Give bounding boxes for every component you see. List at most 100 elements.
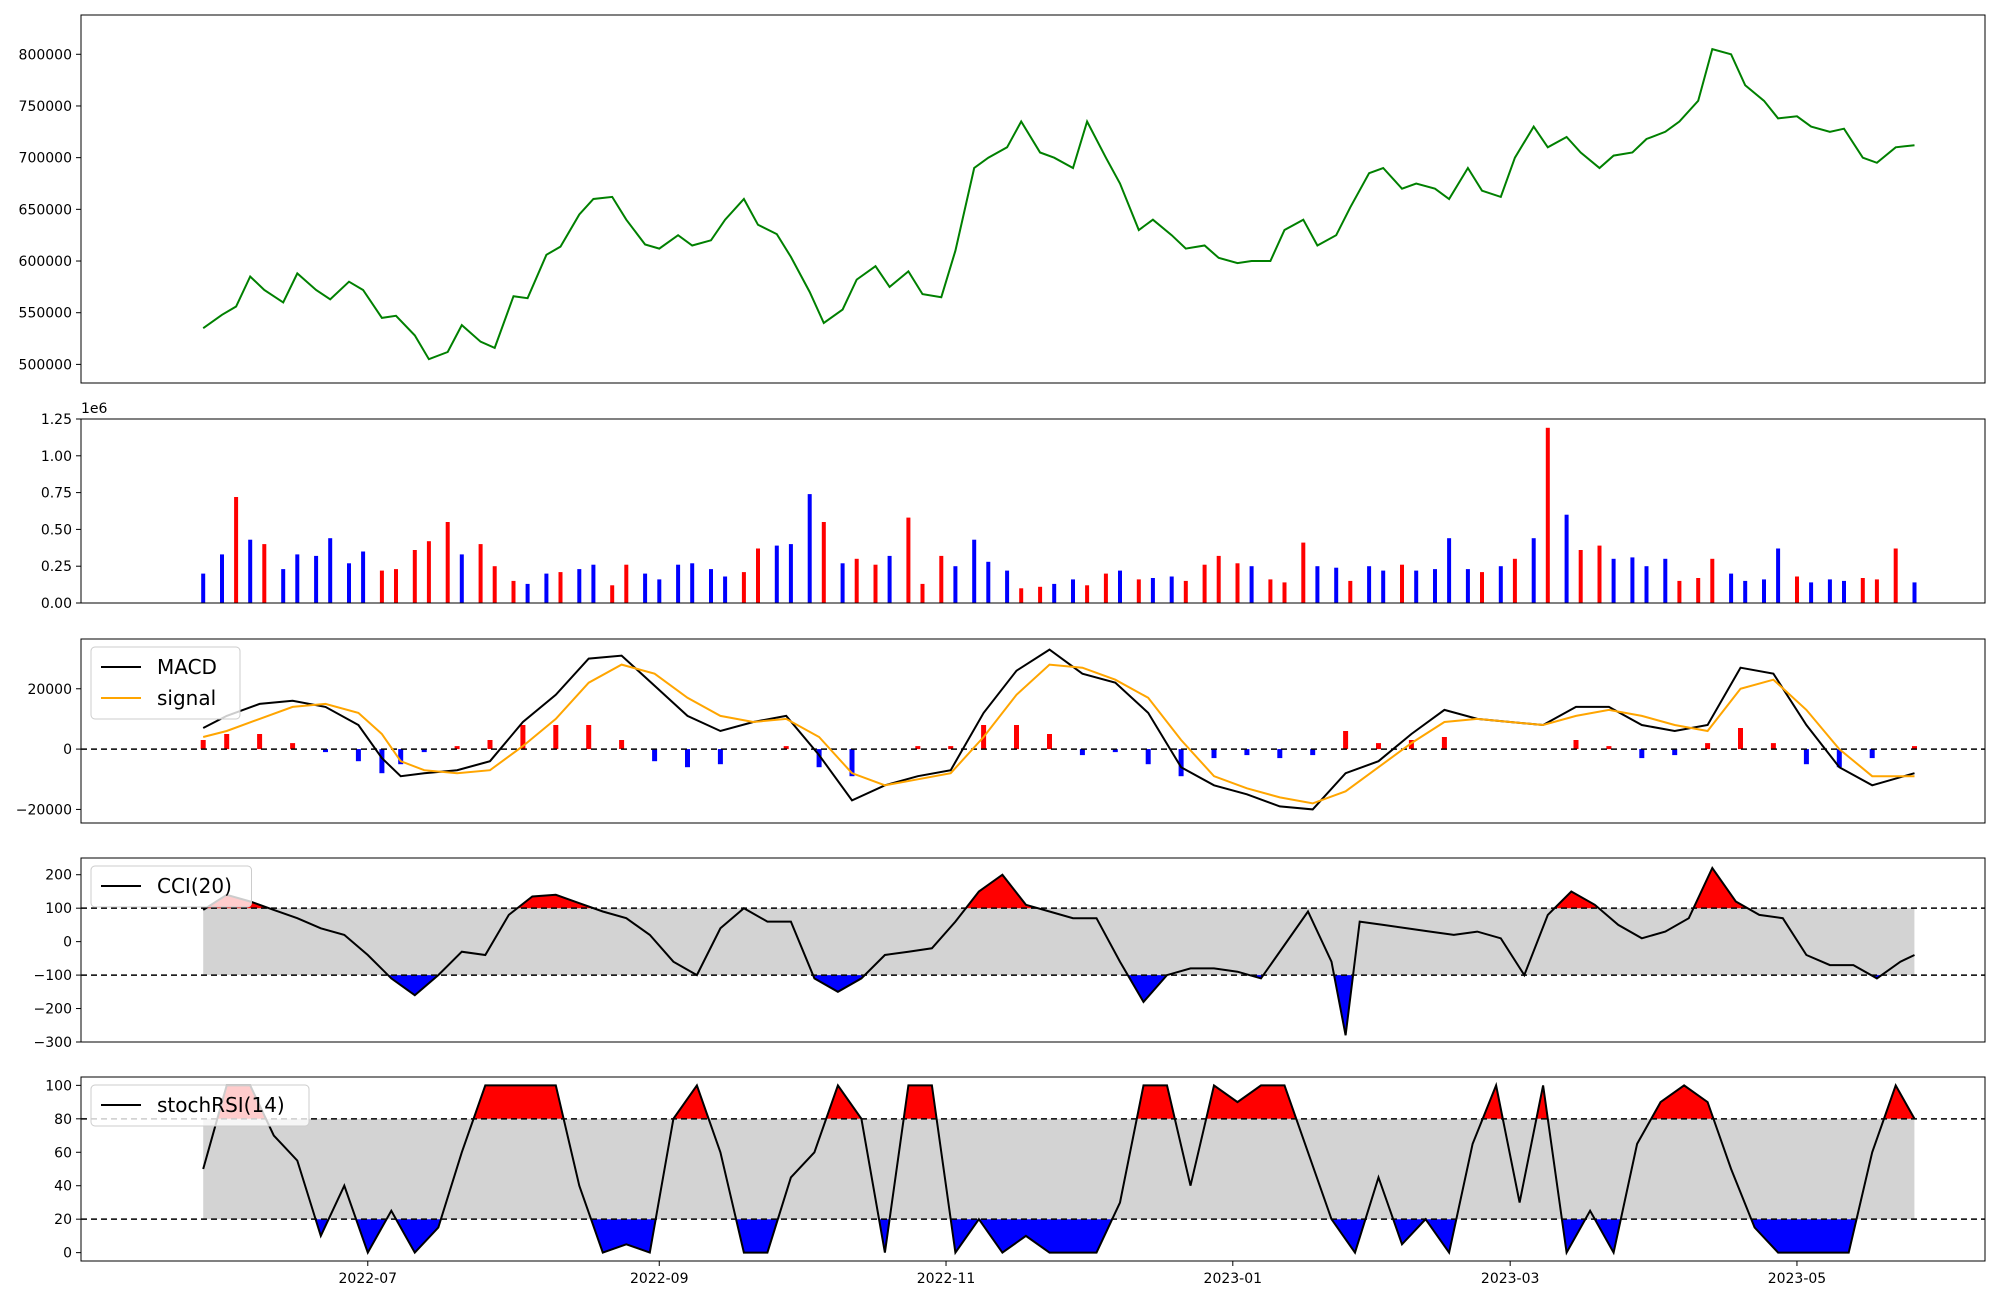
y-tick-label: −200 [34,1002,72,1018]
volume-bar [558,572,563,603]
volume-bar [1512,558,1517,603]
volume-bar [1249,566,1254,603]
cci-oversold-fill [387,975,439,996]
stochrsi-oversold-fill [356,1219,387,1253]
macd-histogram-bar [421,749,427,753]
macd-histogram-bar [1112,749,1118,753]
cci-oversold-fill [1127,975,1167,1002]
x-tick-label: 2022-09 [630,1271,689,1287]
y-tick-label: −300 [34,1035,72,1051]
y-tick-label: 750000 [19,99,72,115]
legend-box [90,1084,310,1127]
macd-histogram-bar [948,746,954,750]
volume-bar [1414,570,1419,603]
volume-bar [624,564,629,603]
volume-offset-label: 1e6 [81,401,108,417]
macd-panel-bg [81,639,1985,823]
volume-bar [1860,578,1865,603]
volume-bar [234,497,239,603]
volume-bar [1019,588,1024,603]
volume-bar [262,544,267,603]
volume-bar [741,572,746,603]
volume-bar [1052,583,1057,603]
volume-bar [774,545,779,603]
macd-histogram-bar [290,743,296,750]
macd-histogram-bar [257,734,263,750]
macd-histogram-bar [487,740,493,749]
volume-bar [873,564,878,603]
macd-histogram-bar [1014,725,1019,750]
y-tick-label: 0.25 [41,559,72,575]
volume-bar [1315,566,1320,603]
x-tick-label: 2023-03 [1481,1271,1540,1287]
x-tick-label: 2023-05 [1768,1271,1827,1287]
volume-bar [1038,586,1043,603]
legend-label-cci: CCI(20) [157,874,232,898]
volume-bar [1268,579,1273,603]
macd-histogram-bar [1672,749,1678,756]
volume-bar [1531,538,1536,603]
macd-histogram-bar [1145,749,1151,765]
volume-bar [1874,579,1879,603]
y-tick-label: 0.00 [41,596,72,612]
y-tick-label: 650000 [19,202,72,218]
volume-bar [1912,582,1917,603]
volume-bar [854,558,859,603]
stochrsi-overbought-fill [1206,1085,1297,1119]
volume-bar [248,539,253,603]
macd-histogram-bar [1277,749,1283,759]
volume-bar [1103,573,1108,603]
y-tick-label: 1.25 [41,412,72,428]
macd-histogram-bar [1079,749,1085,756]
panel-frame [80,638,1986,824]
volume-bar [295,554,300,603]
price-panel-bg [81,15,1985,383]
y-tick-label: −100 [34,968,72,984]
legend-box [90,865,252,908]
y-tick-label: 60 [54,1145,72,1161]
macd-histogram-bar [1639,749,1645,759]
volume-bar [1776,548,1781,603]
y-tick-label: 200 [45,868,72,884]
macd-histogram-bar [1770,743,1776,750]
volume-bar [939,555,944,603]
y-tick-label: −20000 [16,802,72,818]
x-tick-label: 2022-11 [917,1271,976,1287]
stochrsi-neutral-band [203,1118,1915,1220]
macd-histogram-bar [816,749,822,768]
volume-bar [1710,558,1715,603]
volume-bar [525,583,530,603]
volume-bar [690,563,695,603]
volume-bar [1136,579,1141,603]
stochrsi-oversold-fill [1751,1219,1857,1253]
macd-histogram-bar [379,749,385,774]
volume-bar [591,564,596,603]
y-tick-label: 700000 [19,151,72,167]
volume-bar [723,576,728,603]
volume-bar [887,555,892,603]
macd-histogram-bar [1441,737,1447,750]
volume-bar [1762,579,1766,603]
volume-bar [657,579,662,603]
macd-histogram-bar [717,749,723,765]
volume-bar [986,561,991,603]
volume-bar [676,564,681,603]
stochrsi-oversold-fill [1561,1219,1586,1253]
volume-bar [906,517,911,603]
volume-bar [412,550,417,603]
macd-histogram-bar [783,746,789,750]
macd-histogram-bar [553,725,559,750]
volume-bar [1696,578,1701,603]
volume-bar [920,583,925,603]
volume-bar [544,573,549,603]
stochrsi-oversold-fill [879,1219,890,1253]
panel-frame [80,857,1986,1043]
panel-backgrounds [81,15,1985,1261]
macd-histogram-bar [224,734,230,750]
volume-bar [1381,570,1386,603]
stochrsi-overbought-fill [1136,1085,1175,1119]
macd-histogram-bar [1836,749,1842,768]
macd-histogram-bar [323,749,328,753]
stochrsi-oversold-fill [1594,1219,1621,1253]
macd-histogram-bar [586,725,592,750]
